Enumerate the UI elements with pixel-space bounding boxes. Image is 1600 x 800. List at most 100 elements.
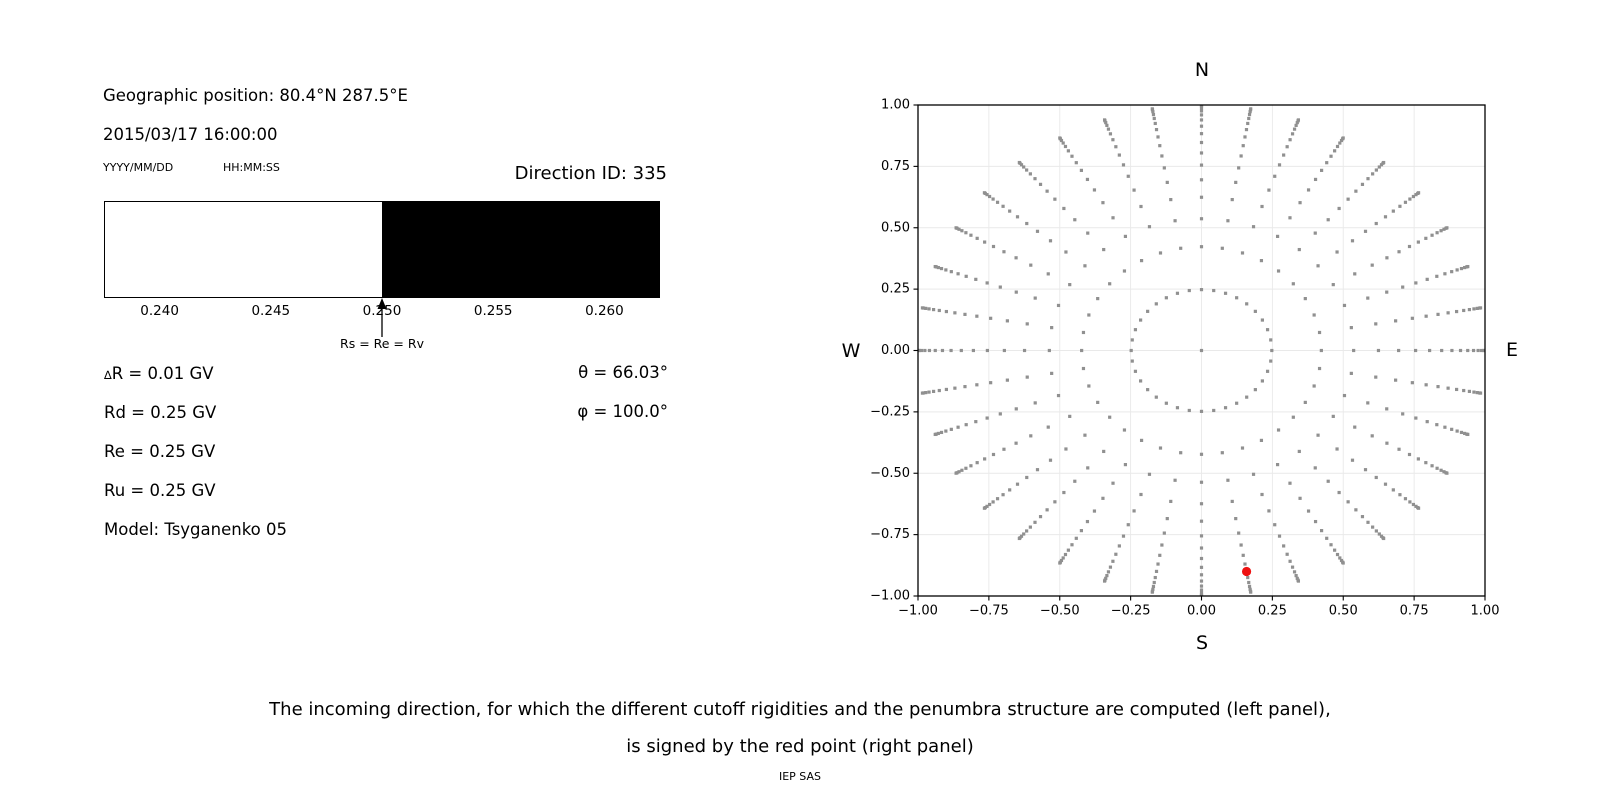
direction-dot	[1139, 204, 1143, 209]
direction-dot	[1285, 145, 1289, 149]
direction-dot	[1329, 154, 1333, 158]
direction-dot	[1443, 272, 1447, 276]
direction-dot	[1259, 438, 1264, 442]
direction-dot	[1029, 263, 1033, 267]
direction-dot	[1104, 576, 1108, 580]
direction-dot	[1121, 534, 1126, 538]
direction-dot	[982, 191, 987, 195]
direction-dot	[964, 231, 968, 235]
direction-dot	[1053, 500, 1057, 504]
direction-dot	[1297, 449, 1301, 454]
direction-dot	[1416, 240, 1420, 244]
direction-dot	[1425, 420, 1429, 424]
direction-dot	[1247, 112, 1252, 117]
direction-dot	[1319, 168, 1324, 172]
direction-dot	[1105, 123, 1109, 127]
direction-dot	[1223, 291, 1228, 295]
direction-dot	[944, 268, 948, 272]
direction-dot	[991, 244, 996, 249]
direction-dot	[1290, 565, 1295, 569]
direction-dot	[1253, 309, 1257, 313]
direction-dot	[1445, 471, 1449, 475]
direction-dot	[1104, 121, 1108, 125]
direction-dot	[1316, 264, 1320, 268]
direction-dot	[1385, 407, 1389, 411]
direction-dot	[991, 500, 995, 504]
direction-dot	[1416, 457, 1420, 461]
direction-dot	[1173, 219, 1177, 223]
direction-dot	[956, 425, 960, 429]
direction-dot	[1151, 587, 1155, 591]
direction-dot	[1462, 388, 1466, 393]
direction-dot	[923, 348, 927, 353]
direction-dot	[1199, 151, 1204, 155]
direction-dot	[1478, 391, 1483, 395]
direction-dot	[1363, 229, 1368, 233]
direction-dot	[1288, 481, 1292, 485]
direction-dot	[1306, 188, 1311, 192]
direction-dot	[1288, 216, 1292, 220]
direction-dot	[1360, 515, 1365, 519]
direction-dot	[1335, 250, 1339, 254]
direction-dot	[1295, 121, 1299, 125]
direction-dot	[1158, 251, 1163, 255]
direction-dot	[1403, 200, 1408, 204]
direction-dot	[1341, 136, 1345, 140]
y-tick-label: 1.00	[881, 98, 910, 113]
direction-dot	[1086, 466, 1090, 470]
direction-dot	[1397, 250, 1401, 254]
theta-value: θ = 66.03°	[578, 363, 668, 382]
direction-dot	[1111, 216, 1115, 220]
penumbra-segment-forbidden	[382, 202, 659, 297]
direction-dot	[1022, 532, 1026, 536]
direction-dot	[1290, 132, 1295, 136]
direction-dot	[1199, 105, 1204, 107]
direction-dot	[924, 391, 928, 395]
direction-dot	[1175, 291, 1180, 295]
penumbra-bar-axis: 0.240 0.245 0.250 0.255 0.260	[104, 303, 660, 321]
x-tick-label: 0.00	[1187, 604, 1216, 619]
direction-dot	[1459, 266, 1464, 271]
direction-dot	[1398, 204, 1402, 208]
direction-dot	[1249, 590, 1253, 594]
direction-dot	[1079, 529, 1084, 533]
compass-label-south: S	[1196, 632, 1208, 654]
direction-dot	[1156, 135, 1160, 139]
direction-dot	[1063, 144, 1068, 149]
direction-dot	[1235, 296, 1239, 300]
direction-dot	[1428, 348, 1432, 353]
direction-dot	[1035, 229, 1040, 233]
direction-dot	[1108, 415, 1112, 419]
direction-dot	[1292, 570, 1297, 574]
direction-dot	[1146, 388, 1150, 392]
direction-dot	[1397, 348, 1401, 353]
direction-dot	[1424, 314, 1428, 318]
direction-dot	[1173, 478, 1177, 482]
direction-dot	[1475, 391, 1479, 395]
direction-dot	[1366, 401, 1370, 405]
direction-dot	[1059, 138, 1064, 143]
direction-dot	[1247, 584, 1252, 589]
direction-dot	[1164, 401, 1168, 405]
direction-dot	[1240, 446, 1245, 450]
direction-dot	[1350, 458, 1355, 462]
direction-dot	[1102, 579, 1107, 583]
direction-dot	[1169, 499, 1173, 504]
direction-dot	[1199, 594, 1204, 596]
direction-dot	[1248, 110, 1252, 114]
direction-dot	[1374, 375, 1378, 379]
direction-dot	[1335, 447, 1339, 451]
direction-dot	[1102, 118, 1107, 122]
direction-dot	[1295, 576, 1299, 580]
direction-dot	[1154, 395, 1158, 399]
direction-dot	[1158, 446, 1163, 450]
direction-dot	[1002, 447, 1006, 451]
direction-dot	[1056, 393, 1061, 398]
direction-dot	[1249, 107, 1253, 111]
direction-dot	[1132, 188, 1136, 192]
direction-dot	[1350, 239, 1355, 243]
direction-dot	[1374, 475, 1378, 480]
direction-dot	[1158, 144, 1162, 148]
direction-dot	[1059, 558, 1064, 563]
direction-dot	[1455, 268, 1459, 272]
